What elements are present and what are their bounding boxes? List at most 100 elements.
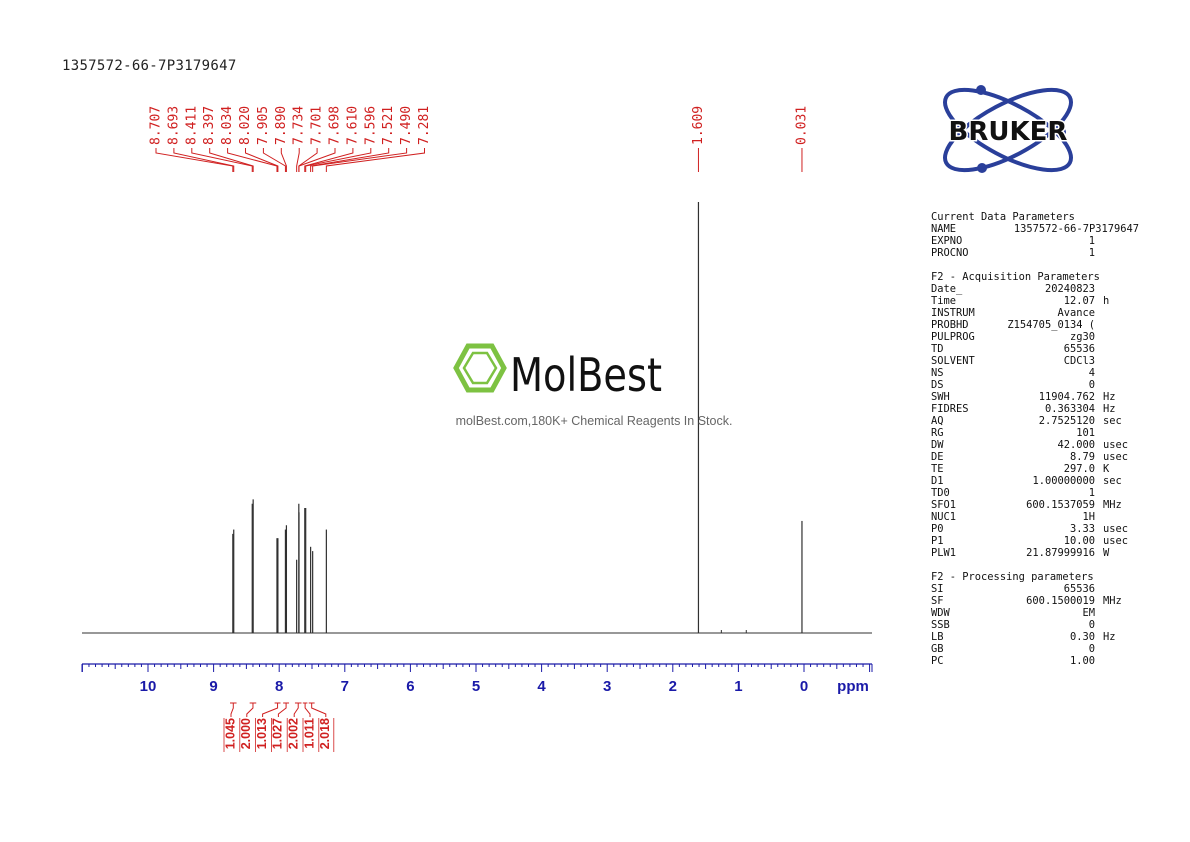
integral-group: 1.045 2.000 1.013 1.027 2.002 1.011 2.018 — [223, 702, 335, 752]
integral-value: 1.013 — [255, 718, 269, 749]
integral-value: 2.018 — [318, 718, 332, 749]
integral-value: 1.011 — [302, 718, 316, 749]
parameter-unit: Hz — [1103, 403, 1116, 415]
peak-connector — [325, 148, 425, 172]
parameter-value: 0.30 — [1069, 631, 1095, 643]
peak-label: 8.397 — [202, 106, 217, 145]
peak-label: 0.031 — [794, 106, 809, 145]
peak-label-group: 8.707 8.693 8.411 8.397 8.034 8.020 7.905 7.890… — [149, 106, 810, 145]
parameter-row: D1 1.00000000 sec — [931, 475, 1131, 487]
parameter-label: P0 — [931, 523, 944, 535]
peak-connector — [310, 148, 390, 172]
parameter-unit: sec — [1103, 475, 1122, 487]
parameter-label: DE — [931, 451, 944, 463]
parameter-label: SWH — [931, 391, 950, 403]
parameter-value: 65536 — [1063, 583, 1095, 595]
parameter-label: GB — [931, 643, 944, 655]
parameter-value: 8.79 — [1069, 451, 1095, 463]
parameter-label: PC — [931, 655, 944, 667]
peak-label: 7.698 — [328, 106, 343, 145]
parameter-value: 1 — [1088, 235, 1095, 247]
x-tick-label: 3 — [603, 678, 611, 695]
benzene-icon — [453, 343, 507, 393]
parameter-row: Time 12.07 h — [931, 295, 1131, 307]
parameter-row: DE 8.79 usec — [931, 451, 1131, 463]
parameter-row: PULPROG zg30 — [931, 331, 1131, 343]
peak-connector-group — [155, 148, 803, 172]
parameter-label: PROBHD — [931, 319, 969, 331]
peak-connector — [312, 148, 408, 172]
integral-connector — [277, 703, 287, 717]
integral-connector — [311, 703, 327, 717]
parameter-value: 1 — [1088, 247, 1095, 259]
parameter-row: SF 600.1500019 MHz — [931, 595, 1131, 607]
parameter-label: NUC1 — [931, 511, 957, 523]
bruker-logo-text: BRUKER — [949, 117, 1068, 147]
integral-connector — [262, 703, 279, 717]
molbest-logo-text: MolBest — [510, 348, 662, 402]
parameter-value: 20240823 — [1044, 283, 1095, 295]
parameter-row: Date_ 20240823 — [931, 283, 1131, 295]
x-tick-label: 0 — [800, 678, 808, 695]
parameter-value: 42.000 — [1057, 439, 1095, 451]
parameter-row: TE 297.0 K — [931, 463, 1131, 475]
nmr-spectrum-chart: 8.707 8.693 8.411 8.397 8.034 8.020 7.905 7.890… — [81, 106, 873, 752]
parameter-row: P0 3.33 usec — [931, 523, 1131, 535]
peak-label: 7.734 — [292, 106, 307, 145]
parameter-row: PROCNO 1 — [931, 247, 1131, 259]
parameter-value: 65536 — [1063, 343, 1095, 355]
x-tick-label: 6 — [406, 678, 414, 695]
parameter-row: NUC1 1H — [931, 511, 1131, 523]
parameter-label: SOLVENT — [931, 355, 975, 367]
spectrum-trace-group — [82, 202, 872, 634]
parameter-value: 10.00 — [1063, 535, 1095, 547]
parameter-row: FIDRES 0.363304 Hz — [931, 403, 1131, 415]
parameter-value: Z154705_0134 ( — [1007, 319, 1095, 331]
peak-connector — [298, 148, 336, 172]
parameter-row: SSB 0 — [931, 619, 1131, 631]
peak-label: 8.034 — [220, 106, 235, 145]
parameter-row: TD0 1 — [931, 487, 1131, 499]
parameter-label: SF — [931, 595, 944, 607]
peak-connector — [280, 148, 287, 172]
peak-connector — [209, 148, 254, 172]
parameter-row: SWH 11904.762 Hz — [931, 391, 1131, 403]
parameter-row: NS 4 — [931, 367, 1131, 379]
parameter-value: Avance — [1057, 307, 1095, 319]
parameter-row: LB 0.30 Hz — [931, 631, 1131, 643]
bruker-logo: BRUKER — [922, 82, 1094, 178]
parameter-value: 1 — [1088, 487, 1095, 499]
integral-value: 2.000 — [239, 718, 253, 749]
parameter-row: EXPNO 1 — [931, 235, 1131, 247]
molbest-logo-graphic: MolBest — [453, 343, 662, 402]
parameter-value: 4 — [1088, 367, 1095, 379]
parameter-label: FIDRES — [931, 403, 969, 415]
parameter-value: 1.00000000 — [1032, 475, 1095, 487]
parameter-label: Date_ — [931, 283, 963, 295]
parameter-label: PULPROG — [931, 331, 975, 343]
peak-label: 7.890 — [274, 106, 289, 145]
parameter-value: 101 — [1076, 427, 1095, 439]
peak-label: 1.609 — [691, 106, 706, 145]
parameter-section: F2 - Acquisition Parameters Date_ 20240823… — [931, 271, 1131, 559]
x-axis-group: 10 9 8 7 6 5 4 3 2 1 0 ppm — [81, 663, 873, 695]
integral-connector — [304, 703, 311, 717]
parameter-label: EXPNO — [931, 235, 963, 247]
parameter-row: PLW1 21.87999916 W — [931, 547, 1131, 559]
parameter-unit: usec — [1103, 439, 1129, 451]
parameter-row: INSTRUM Avance — [931, 307, 1131, 319]
parameter-row: SI 65536 — [931, 583, 1131, 595]
parameter-row: P1 10.00 usec — [931, 535, 1131, 547]
parameter-section-heading: Current Data Parameters — [931, 211, 1075, 223]
x-tick-label: 1 — [734, 678, 742, 695]
parameter-unit: usec — [1103, 535, 1129, 547]
integral-connector — [230, 703, 234, 717]
peak-connector — [296, 148, 300, 172]
parameter-section-heading: F2 - Processing parameters — [931, 571, 1094, 583]
peak-connector — [304, 148, 354, 172]
parameter-label: TD0 — [931, 487, 950, 499]
parameter-value: 0.363304 — [1044, 403, 1095, 415]
parameter-row: DS 0 — [931, 379, 1131, 391]
peak-connector — [262, 148, 286, 172]
peak-connector — [245, 148, 279, 172]
